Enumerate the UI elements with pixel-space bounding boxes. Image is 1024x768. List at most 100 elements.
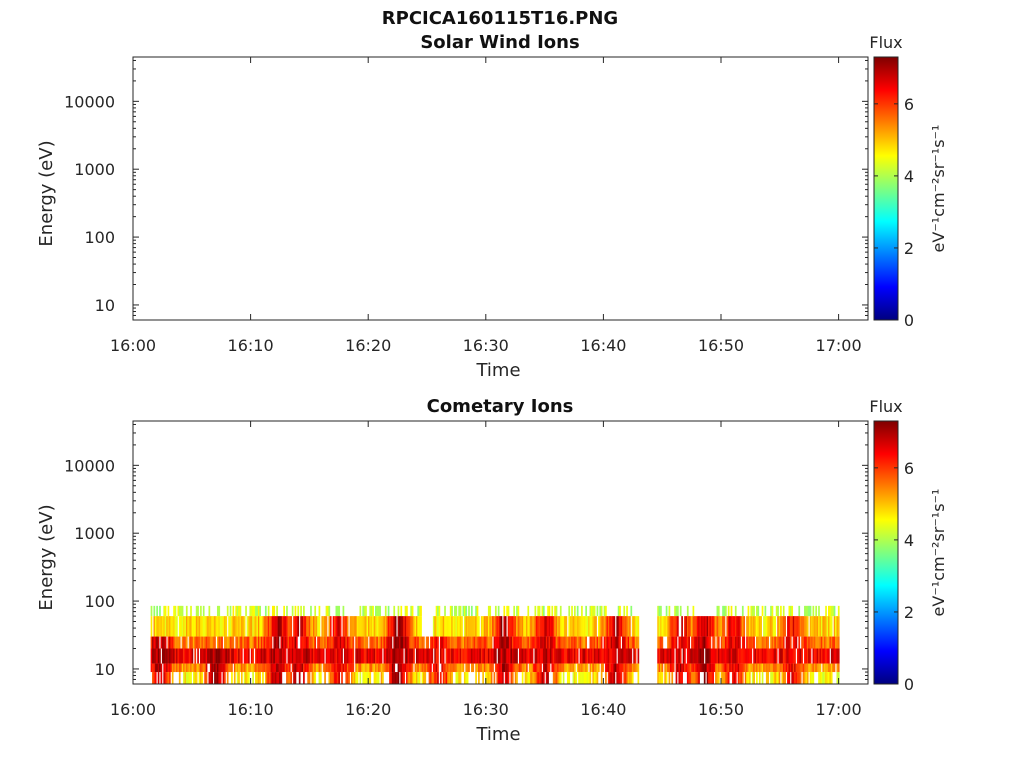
heatmap-cell — [475, 648, 477, 664]
heatmap-cell — [610, 663, 613, 673]
heatmap-cell — [178, 636, 181, 649]
heatmap-cell — [583, 663, 586, 673]
heatmap-cell — [691, 648, 693, 664]
heatmap-cell — [310, 605, 312, 617]
heatmap-cell — [590, 663, 593, 673]
heatmap-cell — [240, 672, 243, 684]
heatmap-cell — [163, 672, 166, 684]
heatmap-cell — [451, 616, 453, 637]
heatmap-cell — [417, 605, 420, 617]
heatmap-cell — [288, 616, 291, 637]
heatmap-cell — [671, 636, 674, 649]
heatmap-cell — [781, 672, 784, 684]
heatmap-cell — [396, 648, 398, 664]
heatmap-cell — [678, 663, 681, 673]
heatmap-cell — [266, 616, 269, 637]
heatmap-cell — [373, 616, 376, 637]
heatmap-cell — [753, 605, 755, 617]
heatmap-cell — [351, 616, 353, 637]
heatmap-cell — [551, 636, 554, 649]
heatmap-cell — [256, 616, 259, 637]
heatmap-cell — [770, 636, 772, 649]
heatmap-cell — [314, 616, 317, 637]
heatmap-cell — [616, 663, 619, 673]
heatmap-cell — [660, 672, 662, 684]
heatmap-cell — [396, 672, 398, 684]
heatmap-cell — [266, 648, 269, 664]
heatmap-cell — [423, 636, 425, 649]
heatmap-cell — [375, 648, 377, 664]
heatmap-cell — [778, 616, 781, 637]
heatmap-cell — [441, 616, 444, 637]
heatmap-cell — [509, 616, 511, 637]
heatmap-cell — [339, 636, 342, 649]
heatmap-cell — [715, 648, 717, 664]
heatmap-cell — [369, 648, 372, 664]
heatmap-cell — [781, 616, 784, 637]
heatmap-cell — [380, 663, 383, 673]
heatmap-cell — [808, 648, 810, 664]
heatmap-cell — [815, 636, 818, 649]
heatmap-cell — [269, 672, 271, 684]
heatmap-cell — [616, 616, 619, 637]
heatmap-cell — [657, 636, 659, 649]
heatmap-cell — [609, 616, 611, 637]
heatmap-cell — [497, 616, 500, 637]
heatmap-cell — [295, 648, 298, 664]
heatmap-cell — [478, 648, 480, 664]
heatmap-cell — [274, 672, 277, 684]
heatmap-cell — [819, 636, 822, 649]
heatmap-cell — [593, 672, 596, 684]
heatmap-cell — [209, 672, 212, 684]
heatmap-cell — [662, 648, 665, 664]
heatmap-cell — [176, 663, 178, 673]
y-tick-label: 1000 — [74, 524, 115, 543]
heatmap-cell — [421, 648, 424, 664]
heatmap-cell — [605, 605, 607, 617]
heatmap-cell — [315, 616, 318, 637]
heatmap-cell — [688, 616, 691, 637]
heatmap-cell — [725, 636, 727, 649]
heatmap-cell — [214, 616, 216, 637]
heatmap-cell — [204, 648, 206, 664]
heatmap-cell — [592, 672, 595, 684]
heatmap-cell — [228, 636, 230, 649]
heatmap-cell — [795, 663, 798, 673]
heatmap-cell — [672, 636, 675, 649]
heatmap-cell — [753, 648, 755, 664]
heatmap-cell — [719, 648, 722, 664]
heatmap-cell — [445, 636, 448, 649]
heatmap-cell — [572, 636, 575, 649]
heatmap-cell — [216, 636, 219, 649]
heatmap-cell — [160, 636, 163, 649]
heatmap-cell — [264, 648, 267, 664]
heatmap-cell — [415, 636, 418, 649]
heatmap-cell — [178, 672, 181, 684]
heatmap-cell — [428, 672, 431, 684]
heatmap-cell — [245, 672, 247, 684]
heatmap-cell — [311, 663, 314, 673]
heatmap-cell — [204, 663, 206, 673]
heatmap-cell — [363, 616, 366, 637]
heatmap-cell — [198, 672, 201, 684]
heatmap-cell — [200, 648, 202, 664]
heatmap-cell — [664, 616, 667, 637]
heatmap-cell — [427, 663, 429, 673]
heatmap-cell — [612, 648, 614, 664]
heatmap-cell — [153, 616, 156, 637]
heatmap-cell — [712, 672, 715, 684]
heatmap-cell — [667, 648, 669, 664]
heatmap-cell — [537, 636, 540, 649]
heatmap-cell — [246, 616, 249, 637]
heatmap-cell — [633, 616, 635, 637]
heatmap-cell — [290, 672, 293, 684]
heatmap-cell — [706, 648, 709, 664]
heatmap-cell — [575, 636, 578, 649]
heatmap-cell — [352, 636, 355, 649]
heatmap-cell — [837, 605, 840, 617]
heatmap-cell — [397, 648, 400, 664]
heatmap-cell — [514, 616, 517, 637]
heatmap-cell — [435, 616, 438, 637]
heatmap-cell — [535, 616, 538, 637]
heatmap-cell — [592, 616, 595, 637]
